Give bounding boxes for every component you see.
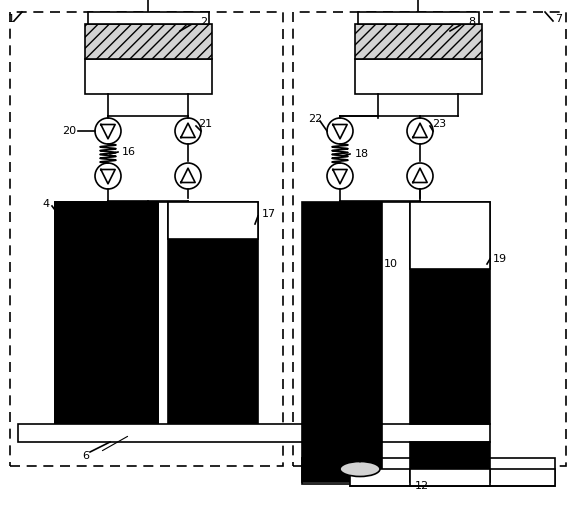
Bar [85,59,212,94]
Bar [168,202,258,239]
Text: 4: 4 [42,199,49,209]
Text: 13: 13 [306,467,320,477]
Bar [410,202,490,269]
Text: 8: 8 [468,17,475,27]
Text: 16: 16 [122,147,136,157]
Bar [410,202,490,424]
Bar [55,202,158,424]
Text: 18: 18 [355,149,369,159]
Text: 10: 10 [384,259,398,269]
Text: 12: 12 [415,481,429,491]
Bar [355,59,482,94]
Text: 7: 7 [555,14,562,24]
Bar [355,24,482,59]
Text: 23: 23 [432,119,446,129]
Text: 2: 2 [200,17,207,27]
Text: 17: 17 [262,209,276,219]
Text: 19: 19 [493,254,507,264]
Polygon shape [358,12,479,24]
Text: 21: 21 [198,119,212,129]
Bar [85,24,212,59]
Bar [293,12,566,466]
Bar [410,469,490,486]
Bar [55,202,158,424]
Bar [302,442,382,459]
Bar [410,442,490,482]
Text: 22: 22 [308,114,322,124]
Text: 20: 20 [62,126,76,136]
Polygon shape [88,12,209,24]
Bar [55,202,158,424]
Bar [302,458,382,482]
Bar [302,458,555,484]
Bar [302,424,382,442]
Text: 1: 1 [8,14,15,24]
Bar [350,469,555,486]
Bar [10,12,283,466]
Bar [302,202,382,424]
Bar [168,202,258,424]
Bar [18,424,490,442]
Text: 6: 6 [82,451,89,461]
Ellipse shape [340,462,380,476]
